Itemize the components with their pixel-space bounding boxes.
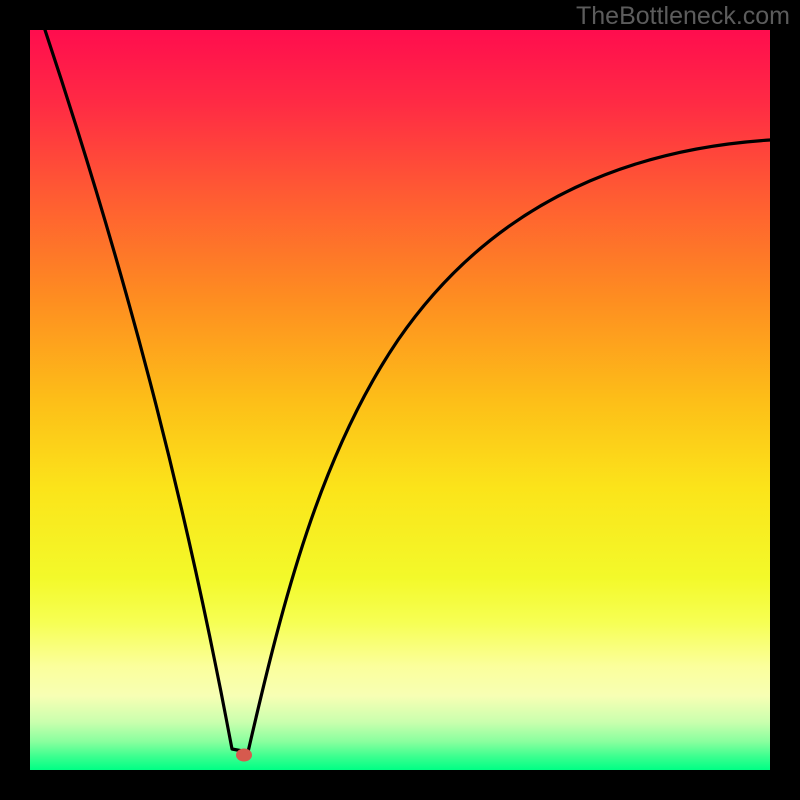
bottleneck-chart: [0, 0, 800, 800]
optimum-marker: [236, 749, 252, 762]
watermark-text: TheBottleneck.com: [576, 2, 790, 31]
chart-container: TheBottleneck.com: [0, 0, 800, 800]
plot-background-gradient: [30, 30, 770, 770]
